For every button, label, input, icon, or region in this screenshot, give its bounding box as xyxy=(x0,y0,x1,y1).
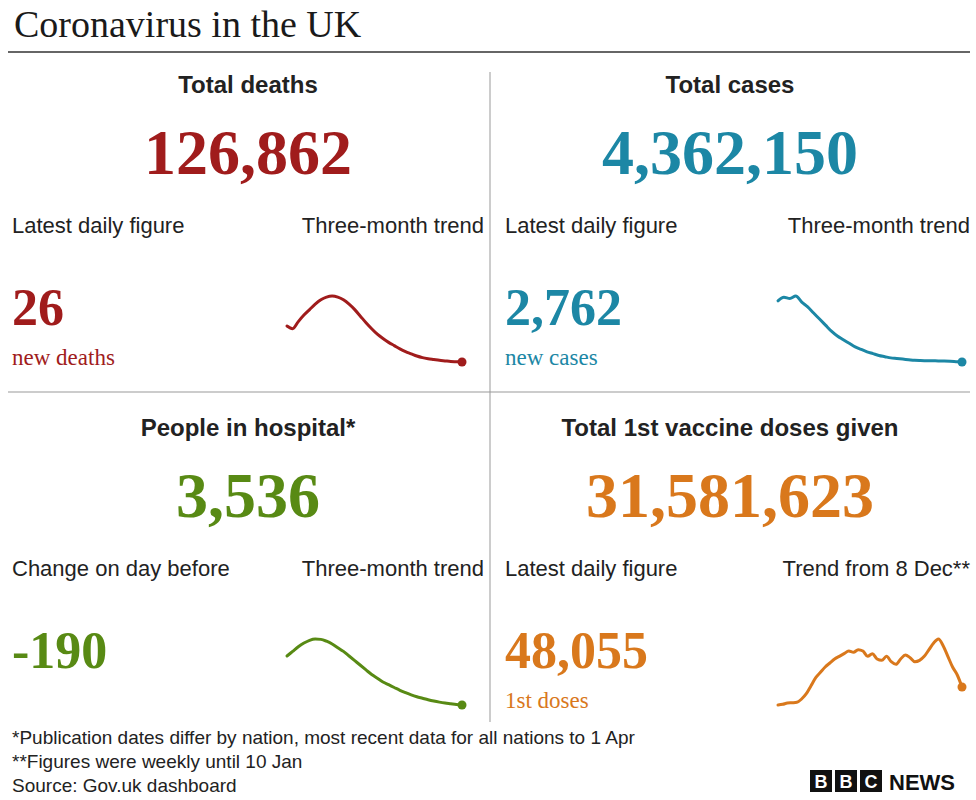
daily-unit: new cases xyxy=(505,345,598,370)
total-value: 3,536 xyxy=(176,460,320,531)
panel-title: Total 1st vaccine doses given xyxy=(561,414,898,441)
panel-title: Total deaths xyxy=(178,71,318,98)
panel: Total 1st vaccine doses given 31,581,623 L… xyxy=(505,414,970,713)
panel: People in hospital* 3,536 Change on day be… xyxy=(12,414,484,710)
daily-value: 26 xyxy=(12,279,64,336)
logo-word: NEWS xyxy=(889,770,955,795)
trend-end-dot xyxy=(458,358,467,367)
daily-title: Change on day before xyxy=(12,556,230,581)
sparkline-plot xyxy=(287,296,467,367)
divider-horizontal xyxy=(8,392,970,393)
dashboard: Coronavirus in the UK Total deaths 126,862… xyxy=(0,0,976,800)
panel-title: People in hospital* xyxy=(141,414,356,441)
divider-vertical xyxy=(490,72,491,722)
daily-unit: 1st doses xyxy=(505,688,589,713)
trend-line xyxy=(778,639,962,705)
trend-title: Trend from 8 Dec** xyxy=(783,556,971,581)
chart-root: Coronavirus in the UK Total deaths 126,862… xyxy=(0,0,976,800)
trend-end-dot xyxy=(958,358,967,367)
panel-title: Total cases xyxy=(666,71,795,98)
footnote: Source: Gov.uk dashboard xyxy=(12,775,237,796)
sparkline-plot xyxy=(778,639,967,705)
trend-title: Three-month trend xyxy=(788,213,970,238)
trend-end-dot xyxy=(958,683,967,692)
daily-value: -190 xyxy=(12,622,107,679)
daily-value: 48,055 xyxy=(505,622,648,679)
footnote: **Figures were weekly until 10 Jan xyxy=(12,751,302,772)
daily-title: Latest daily figure xyxy=(505,556,677,581)
daily-title: Latest daily figure xyxy=(12,213,184,238)
daily-unit: new deaths xyxy=(12,345,115,370)
trend-end-dot xyxy=(458,701,467,710)
trend-line xyxy=(778,296,962,362)
daily-value: 2,762 xyxy=(505,279,622,336)
title-rule xyxy=(8,51,970,53)
total-value: 4,362,150 xyxy=(602,117,858,188)
total-value: 126,862 xyxy=(144,117,352,188)
trend-line xyxy=(287,639,462,705)
logo-letters: BBC xyxy=(815,772,878,792)
trend-title: Three-month trend xyxy=(302,556,484,581)
trend-line xyxy=(287,296,462,362)
total-value: 31,581,623 xyxy=(586,460,874,531)
sparkline-plot xyxy=(778,296,967,367)
trend-title: Three-month trend xyxy=(302,213,484,238)
panel: Total deaths 126,862 Latest daily figure Th… xyxy=(12,71,484,370)
footnote: *Publication dates differ by nation, mos… xyxy=(12,727,635,748)
daily-title: Latest daily figure xyxy=(505,213,677,238)
panel: Total cases 4,362,150 Latest daily figure T… xyxy=(505,71,970,370)
page-title: Coronavirus in the UK xyxy=(14,3,362,45)
sparkline-plot xyxy=(287,639,467,710)
logo: BBC NEWS xyxy=(810,770,955,795)
